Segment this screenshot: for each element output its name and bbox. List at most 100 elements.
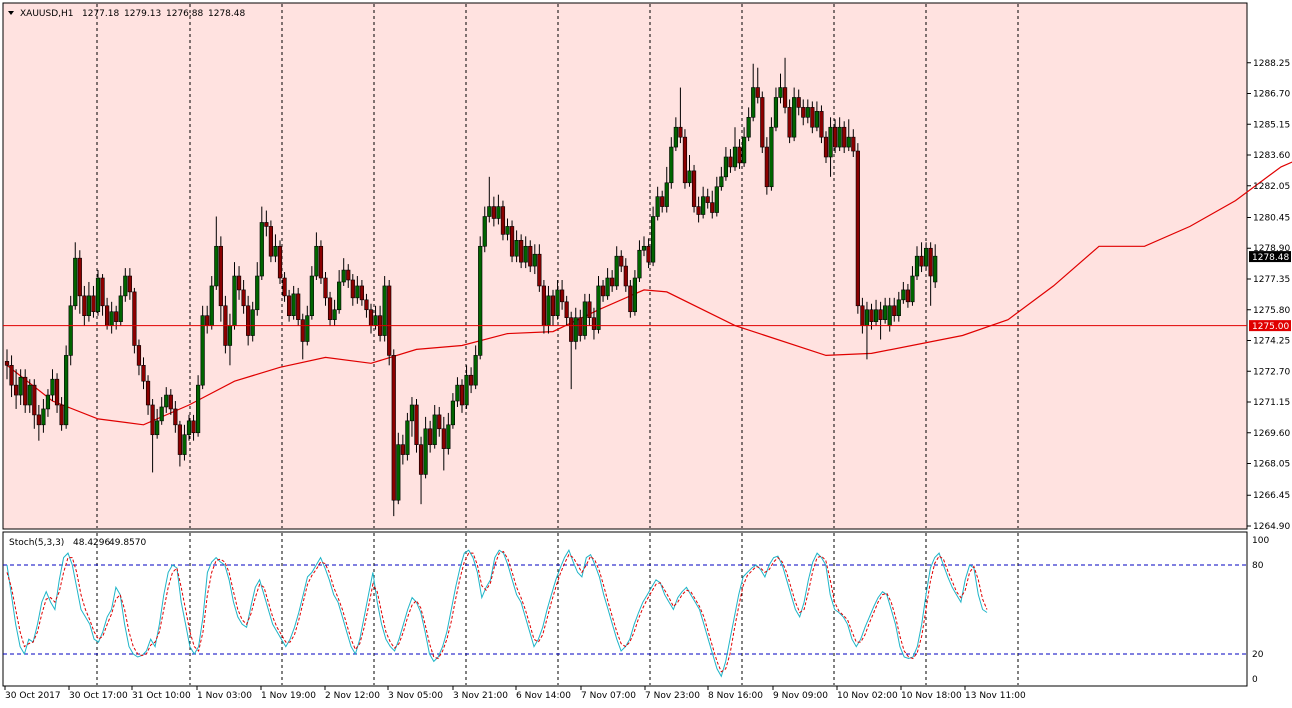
candle	[896, 291, 901, 322]
candle-body	[528, 245, 533, 267]
candle-body	[887, 305, 892, 326]
price-tick-label: 1282.05	[1253, 182, 1290, 192]
price-tick-label: 1288.25	[1253, 59, 1290, 69]
candle	[514, 230, 519, 263]
horizontal-line-tag: 1275.00	[1249, 320, 1291, 332]
current-price-text: 1278.48	[1252, 253, 1289, 263]
candle-body	[346, 269, 351, 281]
candle-body	[455, 384, 460, 402]
candle-body	[59, 404, 64, 426]
candle	[519, 234, 524, 269]
candle-body	[591, 317, 597, 330]
candle	[291, 285, 296, 320]
candle-body	[646, 245, 651, 263]
candle	[41, 399, 46, 433]
candle-body	[9, 365, 14, 386]
candle-body	[77, 257, 82, 297]
candle-body	[792, 97, 797, 138]
candle	[359, 279, 365, 306]
candle-body	[191, 420, 196, 434]
candle	[846, 119, 851, 152]
candle	[614, 246, 619, 290]
candle	[277, 240, 283, 284]
time-tick-label: 10 Nov 18:00	[901, 691, 962, 701]
time-tick-label: 3 Nov 05:00	[388, 691, 443, 701]
time-tick-label: 7 Nov 23:00	[645, 691, 700, 701]
candle	[73, 242, 78, 310]
candle-body	[682, 136, 688, 184]
candle-body	[832, 126, 838, 148]
candle	[509, 220, 515, 263]
candle	[400, 434, 405, 465]
candle-body	[723, 156, 728, 178]
stochastic-levels	[3, 564, 1247, 655]
candle-body	[282, 277, 287, 297]
candle	[164, 387, 169, 413]
candle	[32, 379, 37, 429]
price-tick-label: 1269.60	[1253, 429, 1290, 439]
candle	[318, 240, 324, 284]
candle	[50, 369, 55, 402]
candle	[760, 91, 765, 154]
candle-body	[537, 253, 542, 287]
candle	[687, 155, 692, 187]
candle	[255, 262, 260, 316]
time-tick-label: 31 Oct 10:00	[132, 691, 191, 701]
current-price-tag-box	[1249, 251, 1291, 263]
candle-body	[359, 285, 365, 301]
candle-body	[50, 378, 55, 396]
candle	[600, 279, 606, 302]
time-tick-label: 7 Nov 07:00	[581, 691, 636, 701]
candle-body	[928, 247, 933, 277]
candle	[428, 420, 433, 453]
candle	[14, 369, 19, 409]
candle-body	[559, 289, 565, 303]
candle	[478, 236, 483, 360]
candle-body	[814, 111, 819, 128]
candle	[36, 404, 41, 441]
candle	[637, 240, 642, 282]
candle-body	[910, 275, 915, 303]
candle	[18, 369, 23, 405]
candle-body	[155, 420, 160, 436]
time-tick-label: 30 Oct 2017	[5, 691, 61, 701]
candle-body	[519, 240, 524, 263]
candle-body	[769, 126, 774, 188]
collapse-triangle-icon[interactable]	[8, 11, 14, 15]
candle	[268, 220, 274, 263]
candle	[555, 279, 560, 320]
candle	[782, 57, 788, 114]
candle	[300, 313, 305, 360]
candle	[100, 274, 105, 316]
candle-body	[450, 400, 456, 426]
candle-body	[905, 289, 910, 303]
candle	[409, 397, 415, 437]
candle-body	[414, 404, 419, 445]
candle-body	[610, 277, 615, 287]
candle	[309, 266, 314, 320]
candle-body	[819, 111, 824, 138]
candle-body	[218, 245, 223, 307]
candle-body	[837, 126, 842, 148]
candle	[814, 101, 819, 132]
candle-body	[36, 414, 41, 426]
moving-average-layer	[6, 161, 1292, 426]
candle-body	[582, 301, 587, 336]
candle-body	[632, 277, 637, 313]
candle	[769, 117, 774, 191]
candle-body	[123, 275, 128, 297]
candle	[532, 244, 537, 275]
candle-body	[418, 444, 424, 475]
candle	[186, 414, 192, 441]
candle	[405, 412, 410, 461]
candle	[4, 349, 10, 380]
candle-body	[914, 255, 920, 277]
candle-body	[546, 295, 551, 326]
time-tick-label: 1 Nov 03:00	[197, 691, 252, 701]
candle	[523, 236, 528, 269]
candle-body	[318, 245, 324, 279]
candle	[432, 404, 437, 449]
candle-body	[432, 414, 437, 445]
indicator-main-value: 48.4296	[73, 538, 110, 548]
